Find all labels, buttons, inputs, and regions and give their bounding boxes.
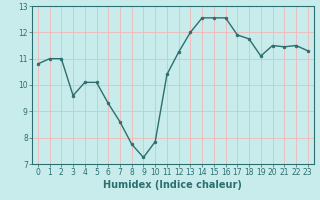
X-axis label: Humidex (Indice chaleur): Humidex (Indice chaleur) xyxy=(103,180,242,190)
